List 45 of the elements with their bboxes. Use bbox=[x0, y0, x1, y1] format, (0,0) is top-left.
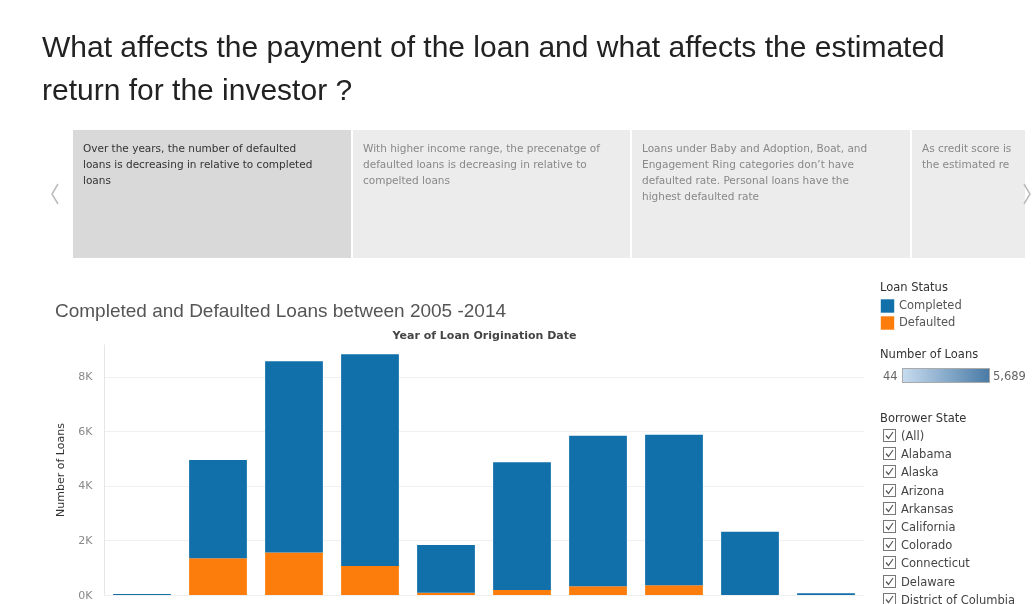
text: Colorado bbox=[901, 538, 953, 553]
text: 5,689 bbox=[993, 369, 1026, 383]
bar bbox=[265, 361, 323, 553]
text: Over the years, the number of defaulted loans is decreasing in relative to completed loans bbox=[73, 130, 351, 258]
text: California bbox=[901, 520, 956, 534]
text: District of Columbia bbox=[901, 592, 1015, 604]
y-axis-title: Number of Loans bbox=[54, 422, 68, 517]
y-tick-label: 4K bbox=[78, 479, 94, 493]
y-tick-label: 2K bbox=[78, 533, 94, 547]
bar bbox=[417, 592, 475, 595]
text: As credit score is the estimated re bbox=[912, 130, 1025, 258]
bar bbox=[493, 462, 551, 591]
text: Borrower State bbox=[880, 411, 967, 425]
text: Number of Loans bbox=[880, 347, 979, 361]
text: Loans under Baby and Adoption, Boat, and Engagement Ring categories don’t have defaulted rate. Personal loans have the highest defaulted rate bbox=[632, 130, 910, 258]
bar bbox=[341, 566, 399, 595]
legend-title: Loan Status bbox=[880, 280, 948, 294]
bar bbox=[645, 585, 703, 595]
y-tick-label: 8K bbox=[78, 370, 94, 384]
chart-title: What affects the payment of the loan and what affects the estimated return for the investor ? bbox=[42, 29, 946, 108]
text: Alaska bbox=[901, 465, 939, 480]
bar bbox=[189, 459, 247, 559]
text: Connecticut bbox=[901, 556, 970, 571]
text: 44 bbox=[883, 369, 898, 383]
legend-label: Defaulted bbox=[899, 315, 956, 329]
bar bbox=[265, 552, 323, 595]
bar bbox=[569, 586, 627, 595]
text: Arkansas bbox=[901, 501, 954, 516]
bar bbox=[645, 434, 703, 586]
text: With higher income range, the precenatge of defaulted loans is decreasing in relative to compelted loans bbox=[353, 130, 630, 258]
text: Alabama bbox=[901, 447, 952, 462]
text: Delaware bbox=[901, 574, 956, 589]
bar bbox=[189, 558, 247, 595]
legend-label: Completed bbox=[899, 298, 962, 312]
chart-subtitle: Completed and Defaulted Loans between 2005 -2014 bbox=[55, 300, 507, 321]
bar bbox=[721, 531, 779, 595]
text: Arizona bbox=[901, 483, 945, 498]
bar bbox=[493, 590, 551, 595]
bar bbox=[341, 354, 399, 567]
x-axis-title: Year of Loan Origination Date bbox=[391, 328, 577, 342]
y-tick-label: 0K bbox=[78, 588, 94, 602]
text: (All) bbox=[901, 429, 925, 443]
bar bbox=[569, 435, 627, 587]
bar bbox=[417, 545, 475, 593]
y-tick-label: 6K bbox=[78, 424, 94, 438]
